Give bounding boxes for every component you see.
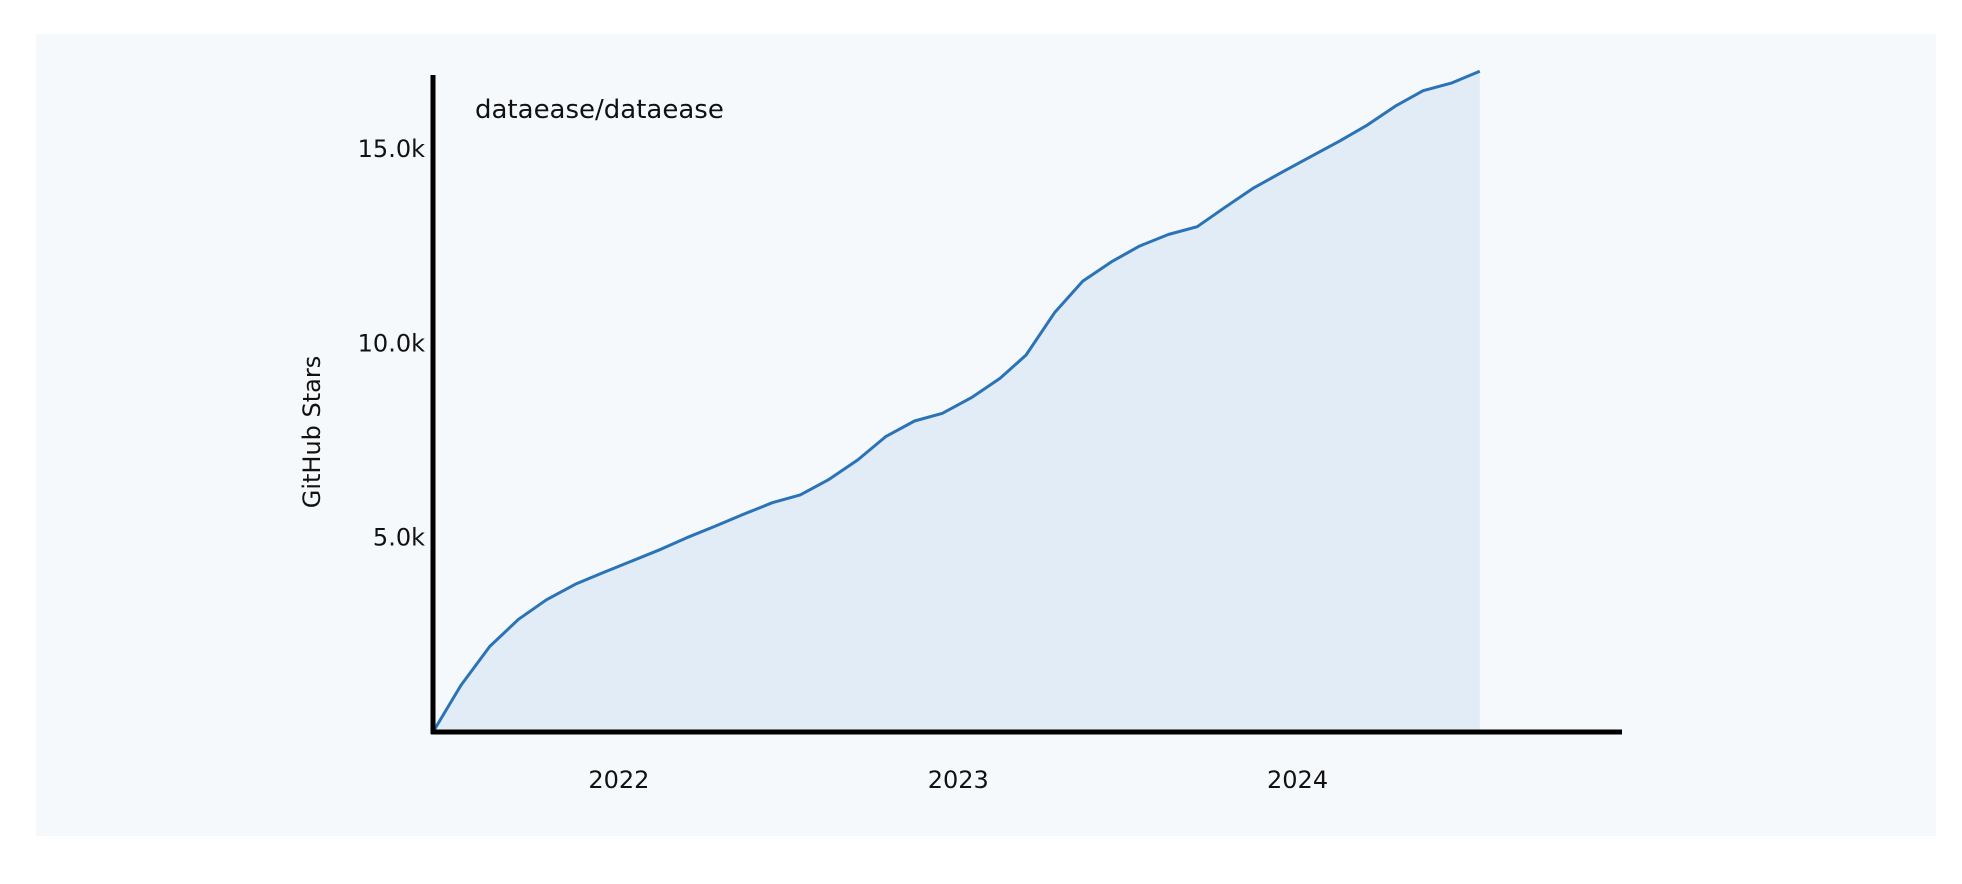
series-label: dataease/dataease — [475, 95, 724, 125]
y-tick-label: 10.0k — [358, 329, 425, 357]
stars-chart: dataease/dataease 5.0k 10.0k 15.0k 2022 2023 2… — [298, 69, 1622, 794]
series-line-0 — [431, 69, 1481, 733]
y-tick-label: 5.0k — [373, 524, 425, 552]
x-tick-label: 2023 — [928, 766, 989, 794]
x-tick-label: 2024 — [1267, 766, 1328, 794]
chart-panel: dataease/dataease 5.0k 10.0k 15.0k 2022 2023 2… — [36, 34, 1936, 836]
plot-area: dataease/dataease 5.0k 10.0k 15.0k 2022 2023 2… — [298, 69, 1622, 794]
y-axis-title: GitHub Stars — [298, 356, 326, 509]
series-area-0 — [433, 71, 1480, 732]
y-tick-label: 15.0k — [358, 135, 425, 163]
x-tick-label: 2022 — [588, 766, 649, 794]
